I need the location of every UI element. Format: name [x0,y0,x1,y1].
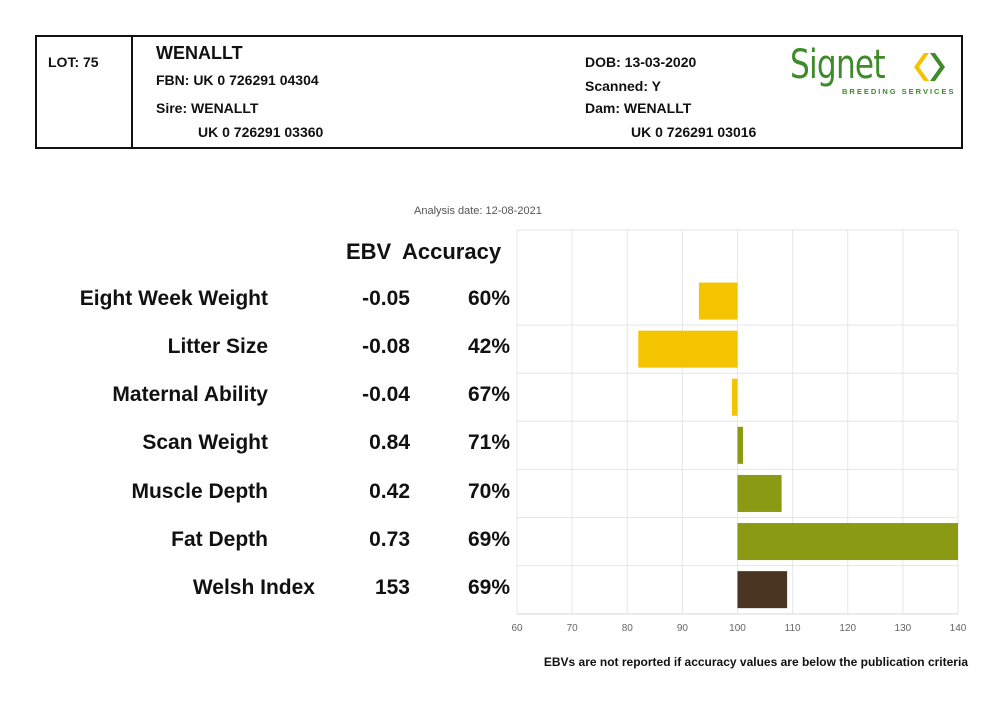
row-label: Welsh Index [192,576,315,599]
bar [737,571,788,609]
x-tick-label: 90 [677,623,689,634]
row-ebv: -0.04 [362,383,410,406]
accuracy-column-header: Accuracy [402,239,502,264]
sire: Sire: WENALLT [156,100,259,116]
publication-note: EBVs are not reported if accuracy values… [543,655,968,669]
logo-wordmark: Signet [790,42,886,88]
x-tick-label: 120 [839,623,856,634]
row-label: Eight Week Weight [79,287,268,310]
row-accuracy: 67% [467,383,510,406]
scanned: Scanned: Y [585,78,661,94]
bar [698,282,738,320]
lot-number: LOT: 75 [48,54,99,70]
row-accuracy: 60% [467,287,510,310]
row-ebv: -0.05 [362,287,410,310]
animal-name: WENALLT [156,43,243,63]
x-tick-label: 140 [950,623,967,634]
x-tick-label: 70 [567,623,579,634]
dob: DOB: 13-03-2020 [585,54,697,70]
dam: Dam: WENALLT [585,100,692,116]
bar [737,523,958,561]
row-accuracy: 42% [467,335,510,358]
ebv-column-header: EBV [346,239,392,264]
sire-id: UK 0 726291 03360 [198,124,324,140]
bar [638,330,738,368]
x-tick-label: 130 [895,623,912,634]
animal-header [35,35,963,149]
x-tick-label: 100 [729,623,746,634]
fbn: FBN: UK 0 726291 04304 [156,72,319,88]
analysis-date: Analysis date: 12-08-2021 [414,205,542,217]
signet-chevrons-icon [914,53,945,81]
bar [737,474,782,512]
row-ebv: 153 [374,576,410,599]
signet-logo: Signet BREEDING SERVICES [790,42,960,102]
x-tick-label: 110 [785,623,801,634]
row-label: Maternal Ability [112,383,268,406]
row-accuracy: 69% [467,528,510,551]
row-accuracy: 70% [467,480,510,503]
row-accuracy: 69% [467,576,510,599]
dam-id: UK 0 726291 03016 [631,124,757,140]
lot-cell [37,37,133,147]
row-accuracy: 71% [467,431,510,454]
x-tick-label: 80 [622,623,634,634]
row-label: Scan Weight [142,431,268,454]
row-label: Muscle Depth [131,480,268,503]
row-ebv: 0.73 [369,528,410,551]
bar [737,426,744,464]
row-label: Litter Size [167,335,268,358]
logo-subtitle: BREEDING SERVICES [842,87,956,96]
row-label: Fat Depth [171,528,268,551]
x-tick-label: 60 [511,623,523,634]
row-ebv: 0.84 [369,431,410,454]
bar [731,378,738,416]
row-ebv: -0.08 [362,335,410,358]
row-ebv: 0.42 [369,480,410,503]
